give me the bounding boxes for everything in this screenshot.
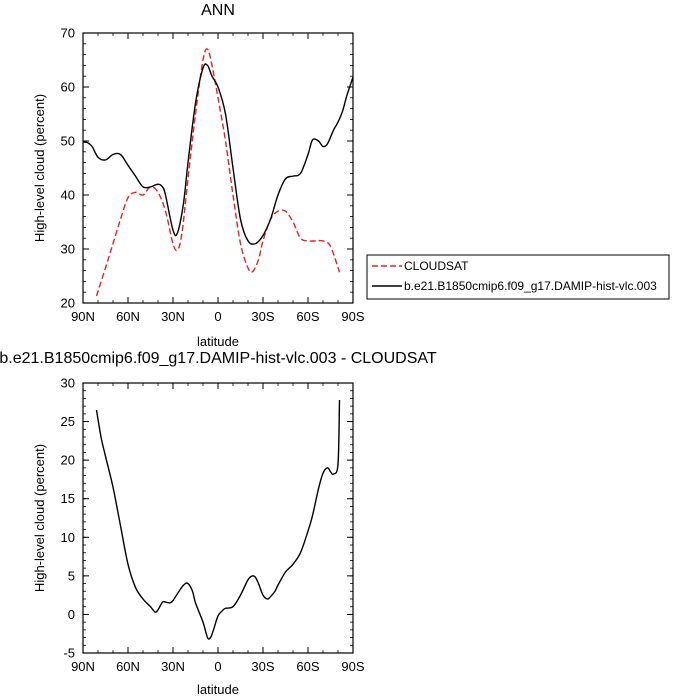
y-tick-label: 70 bbox=[61, 26, 75, 41]
y-tick-label: 20 bbox=[61, 296, 75, 311]
x-tick-label: 60S bbox=[296, 309, 319, 324]
series-lines bbox=[82, 48, 354, 297]
x-tick-label: 0 bbox=[214, 659, 221, 674]
x-tick-label: 30S bbox=[251, 659, 274, 674]
x-tick-label: 30N bbox=[161, 309, 185, 324]
y-tick-label: 20 bbox=[61, 453, 75, 468]
y-tick-label: 0 bbox=[68, 607, 75, 622]
x-tick-label: 60N bbox=[116, 659, 140, 674]
x-tick-label: 60N bbox=[116, 309, 140, 324]
chart-title: ANN bbox=[201, 2, 235, 19]
x-tick-label: 30S bbox=[251, 309, 274, 324]
y-tick-label: 30 bbox=[61, 242, 75, 257]
x-axis-label: latitude bbox=[197, 334, 239, 349]
x-tick-label: 60S bbox=[296, 659, 319, 674]
x-axis: 90N 60N 30N 0 30S 60S 90S bbox=[71, 33, 365, 324]
x-tick-label: 30N bbox=[161, 659, 185, 674]
series-lines bbox=[95, 399, 341, 640]
y-tick-label: 30 bbox=[61, 376, 75, 391]
y-axis: -5 0 5 10 15 20 25 30 bbox=[61, 376, 353, 661]
x-axis: 90N 60N 30N 0 30S 60S 90S bbox=[71, 383, 365, 674]
y-axis-label: High-level cloud (percent) bbox=[32, 94, 47, 242]
x-tick-label: 90S bbox=[341, 659, 364, 674]
bottom-panel: b.e21.B1850cmip6.f09_g17.DAMIP-hist-vlc.… bbox=[0, 350, 437, 697]
legend-box bbox=[366, 254, 670, 300]
y-tick-label: 40 bbox=[61, 188, 75, 203]
legend: CLOUDSAT b.e21.B1850cmip6.f09_g17.DAMIP-… bbox=[366, 254, 670, 300]
top-panel: ANN 90N 60N 30N 0 30S 60S 90S 20 30 40 50 60 70 lat… bbox=[32, 2, 365, 349]
legend-label-cloudsat: CLOUDSAT bbox=[404, 259, 469, 273]
chart-title: b.e21.B1850cmip6.f09_g17.DAMIP-hist-vlc.… bbox=[0, 350, 437, 367]
y-tick-label: 25 bbox=[61, 414, 75, 429]
plot-frame bbox=[82, 32, 354, 304]
legend-label-model: b.e21.B1850cmip6.f09_g17.DAMIP-hist-vlc.… bbox=[404, 279, 657, 293]
series-line-model bbox=[82, 63, 354, 245]
x-tick-label: 90N bbox=[71, 659, 95, 674]
y-tick-label: -5 bbox=[63, 646, 75, 661]
y-tick-label: 10 bbox=[61, 530, 75, 545]
y-tick-label: 5 bbox=[68, 568, 75, 583]
y-tick-label: 60 bbox=[61, 80, 75, 95]
x-axis-label: latitude bbox=[197, 682, 239, 697]
y-axis-label: High-level cloud (percent) bbox=[32, 444, 47, 592]
x-tick-label: 90S bbox=[341, 309, 364, 324]
x-tick-label: 0 bbox=[214, 309, 221, 324]
series-line-difference bbox=[95, 399, 341, 640]
y-tick-label: 50 bbox=[61, 134, 75, 149]
x-tick-label: 90N bbox=[71, 309, 95, 324]
y-axis: 20 30 40 50 60 70 bbox=[61, 26, 353, 311]
y-tick-label: 15 bbox=[61, 491, 75, 506]
series-line-cloudsat bbox=[95, 48, 341, 297]
